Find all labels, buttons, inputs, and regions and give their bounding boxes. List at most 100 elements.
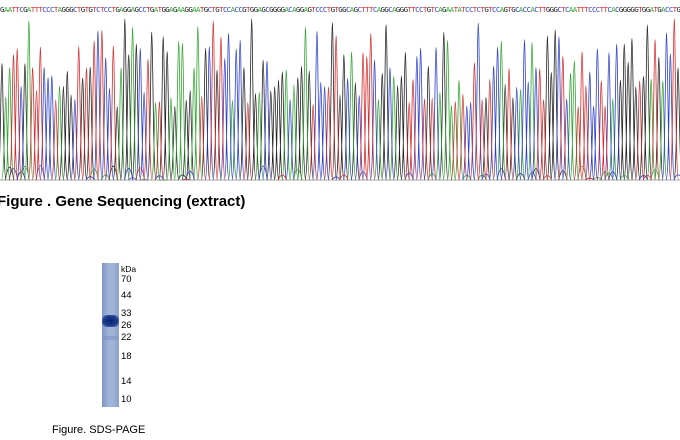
base-letter: G — [545, 5, 550, 14]
base-letter: C — [222, 5, 227, 14]
base-letter: A — [438, 5, 443, 14]
base-letter: A — [257, 5, 262, 14]
base-letter: T — [211, 5, 216, 14]
base-letter: T — [561, 5, 566, 14]
base-letter: T — [15, 5, 20, 14]
base-letter: C — [476, 5, 481, 14]
base-letter: C — [607, 5, 612, 14]
base-letter: C — [534, 5, 539, 14]
base-letter: C — [103, 5, 108, 14]
base-letter: C — [73, 5, 77, 14]
base-letter: C — [142, 5, 147, 14]
base-letter: G — [342, 5, 346, 14]
base-letter: G — [23, 5, 27, 14]
base-letter: G — [123, 5, 127, 14]
base-letter: C — [495, 5, 500, 14]
base-letter: G — [295, 5, 300, 14]
base-letter: C — [46, 5, 50, 14]
base-letter: C — [96, 5, 100, 14]
base-letter: C — [492, 5, 496, 14]
base-letter: G — [149, 5, 154, 14]
base-letter: G — [618, 5, 623, 14]
base-letter: A — [3, 5, 8, 14]
base-letter: C — [372, 5, 377, 14]
base-letter: T — [326, 5, 331, 14]
base-letter: A — [169, 5, 173, 14]
base-letter: G — [272, 5, 277, 14]
base-letter: T — [369, 5, 373, 14]
base-letter: C — [615, 5, 619, 14]
base-letter: A — [196, 5, 200, 14]
base-letter: A — [518, 5, 523, 14]
base-letter: G — [330, 5, 335, 14]
trace-t — [8, 18, 679, 181]
base-letter: T — [246, 5, 250, 14]
base-letter: A — [449, 5, 454, 14]
base-letter: T — [365, 5, 369, 14]
base-letter: G — [280, 5, 285, 14]
base-letter: A — [292, 5, 296, 14]
base-letter: G — [484, 5, 489, 14]
base-letter: T — [488, 5, 492, 14]
base-letter: A — [649, 5, 654, 14]
base-letter: G — [641, 5, 646, 14]
base-letter: C — [565, 5, 569, 14]
base-letter: G — [261, 5, 266, 14]
base-letter: G — [215, 5, 220, 14]
base-letter: G — [61, 5, 66, 14]
base-letter: C — [49, 5, 54, 14]
base-letter: G — [622, 5, 627, 14]
base-letter: T — [30, 5, 35, 14]
base-letter: T — [653, 5, 658, 14]
base-letter: G — [126, 5, 131, 14]
base-letter: A — [57, 5, 62, 14]
base-letter: T — [584, 5, 589, 14]
base-letter: A — [153, 5, 158, 14]
base-letter: A — [192, 5, 197, 14]
base-letter: G — [0, 5, 4, 14]
base-letter: G — [165, 5, 170, 14]
base-letter: A — [568, 5, 573, 14]
base-letter: G — [184, 5, 189, 14]
base-letter: T — [507, 5, 512, 14]
base-letter: A — [392, 5, 396, 14]
base-letter: G — [161, 5, 166, 14]
base-letter: C — [357, 5, 362, 14]
base-letter: G — [269, 5, 273, 14]
base-letter: A — [26, 5, 31, 14]
base-letter: C — [434, 5, 439, 14]
chromatogram-traces — [0, 18, 680, 181]
base-letter: T — [199, 5, 204, 14]
base-letter: G — [676, 5, 680, 14]
sequencing-caption: Figure . Gene Sequencing (extract) — [0, 193, 246, 210]
base-letter: C — [526, 5, 531, 14]
marker-label: 70 — [121, 274, 132, 285]
base-letter: C — [468, 5, 473, 14]
base-letter: A — [7, 5, 12, 14]
base-letter: T — [11, 5, 16, 14]
base-letter: G — [338, 5, 343, 14]
gene-sequencing-figure: GAATTCGATTTCCCTAGGGCTGTGTCTCCTGAGGAGCCTG… — [0, 0, 680, 186]
base-letter: T — [99, 5, 104, 14]
base-letter: G — [403, 5, 408, 14]
base-letter: A — [284, 5, 289, 14]
base-letter: G — [553, 5, 558, 14]
base-letter: C — [19, 5, 24, 14]
base-letter: T — [219, 5, 223, 14]
base-letter: G — [442, 5, 446, 14]
base-letter: C — [388, 5, 393, 14]
base-letter: A — [457, 5, 462, 14]
base-letter: T — [157, 5, 162, 14]
base-letter: T — [34, 5, 39, 14]
base-letter: T — [638, 5, 642, 14]
base-letter: T — [38, 5, 43, 14]
base-letter: G — [299, 5, 304, 14]
base-letter: G — [626, 5, 631, 14]
base-letter: G — [69, 5, 74, 14]
base-letter: T — [461, 5, 466, 14]
marker-label: 26 — [121, 320, 132, 331]
base-letter: A — [230, 5, 235, 14]
base-letter: T — [430, 5, 435, 14]
faint-band — [102, 336, 119, 340]
base-letter: T — [361, 5, 366, 14]
